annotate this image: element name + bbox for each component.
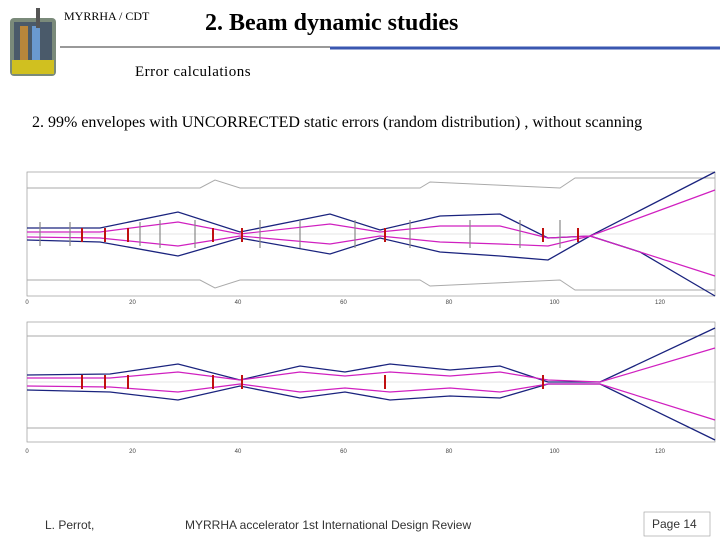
footer-event: MYRRHA accelerator 1st International Des… — [185, 518, 472, 532]
x-tick-label: 60 — [340, 449, 347, 455]
plot-bottom — [26, 321, 716, 443]
x-tick-label: 100 — [549, 300, 560, 306]
x-tick-label: 0 — [25, 449, 29, 455]
footer-page: Page 14 — [652, 517, 697, 531]
body-text: 2. 99% envelopes with UNCORRECTED static… — [32, 114, 643, 131]
x-tick-label: 60 — [340, 300, 347, 306]
x-tick-label: 40 — [235, 300, 242, 306]
x-tick-label: 80 — [446, 300, 453, 306]
footer-author: L. Perrot, — [45, 518, 95, 532]
x-tick-label: 100 — [549, 449, 560, 455]
logo — [10, 8, 56, 76]
plot-top — [26, 171, 716, 297]
title: 2. Beam dynamic studies — [205, 10, 459, 36]
x-tick-label: 20 — [129, 449, 136, 455]
x-tick-label: 40 — [235, 449, 242, 455]
x-tick-label: 120 — [655, 300, 666, 306]
page-box — [643, 511, 711, 537]
x-tick-label: 120 — [655, 449, 666, 455]
subtitle: Error calculations — [135, 64, 252, 80]
org: MYRRHA / CDT — [64, 9, 150, 23]
x-tick-label: 20 — [129, 300, 136, 306]
x-tick-label: 0 — [25, 300, 29, 306]
x-tick-label: 80 — [446, 449, 453, 455]
